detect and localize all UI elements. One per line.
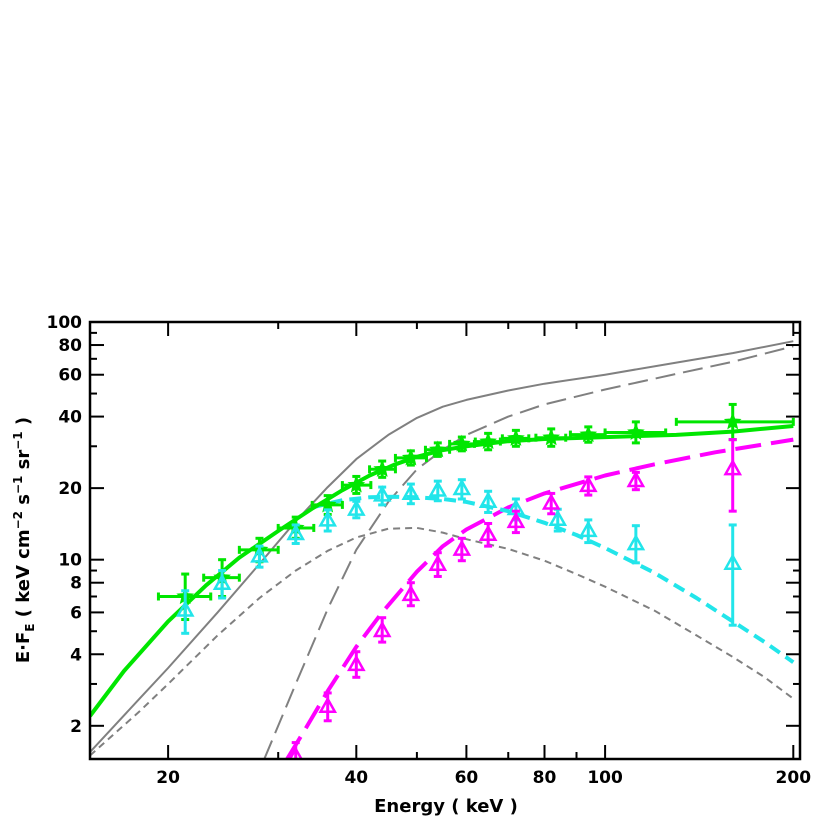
tick-labels: 20 40 60 80 100 200 2 4 6 8 10 20 40 60 80 100 — [47, 313, 812, 788]
y-tick-label: 10 — [58, 551, 82, 571]
magenta-triangle-marker — [626, 470, 646, 488]
cyan-triangle-marker — [723, 553, 743, 570]
cyan-triangle-marker — [286, 523, 306, 541]
green-star-marker — [347, 475, 366, 493]
grey-shortdash-thin-curve — [90, 526, 794, 757]
magenta-triangle-marker — [578, 475, 598, 493]
axis-ticks — [90, 321, 800, 759]
x-tick-label: 20 — [156, 768, 180, 788]
model-curves — [90, 340, 795, 759]
green-star-marker — [373, 459, 392, 477]
magenta-triangle-marker — [541, 493, 561, 510]
x-axis-title: Energy ( keV ) — [374, 796, 518, 817]
y-tick-label: 6 — [70, 603, 82, 623]
magenta-triangle-marker — [452, 539, 472, 556]
y-tick-label: 80 — [58, 336, 82, 356]
green-star-marker — [401, 448, 420, 466]
green-star-marker — [428, 440, 447, 458]
magenta-triangle-marker — [288, 746, 303, 759]
x-tick-label: 100 — [587, 768, 623, 788]
cyan-triangle-marker — [548, 509, 568, 526]
magenta-triangle-marker — [723, 458, 743, 476]
y-tick-label: 100 — [47, 313, 83, 333]
y-axis-title-sub: E — [23, 624, 37, 632]
green-star-marker — [723, 412, 742, 430]
y-axis-title-mid1: s — [13, 494, 34, 511]
cyan-triangle-marker — [250, 546, 269, 563]
green-star-marker — [452, 434, 471, 452]
cyan-triangle-marker — [452, 478, 472, 496]
cyan-triangle-marker — [428, 480, 448, 497]
grey-longdash-thin-curve — [263, 345, 794, 759]
magenta-triangle-marker — [478, 524, 498, 542]
y-tick-label: 20 — [58, 479, 82, 499]
green-star-marker — [507, 428, 525, 446]
cyan-triangle-marker — [175, 600, 195, 617]
cyan-dashed-thick-curve — [311, 494, 795, 664]
plot-frame — [88, 320, 802, 761]
green-star-marker — [579, 425, 598, 443]
magenta-triangle-marker — [506, 511, 526, 529]
magenta-longdash-thick-curve — [285, 437, 794, 759]
x-tick-label: 80 — [533, 768, 557, 788]
y-axis-title: E·FE ( keV cm−2 s−1 sr−1 ) — [11, 417, 37, 663]
cyan-triangle-marker — [578, 520, 598, 538]
y-axis-title-close: ) — [13, 417, 34, 432]
data-points — [156, 402, 795, 759]
cyan-triangle-marker — [401, 483, 421, 501]
x-tick-label: 40 — [344, 768, 368, 788]
cyan-triangle-marker — [212, 573, 232, 591]
y-axis-title-sup3: −1 — [11, 431, 25, 449]
y-tick-label: 8 — [70, 574, 82, 594]
cyan-triangle-marker — [372, 485, 392, 502]
y-tick-label: 60 — [58, 366, 82, 386]
y-axis-title-prefix: E·F — [13, 632, 34, 663]
y-axis-title-mid2: sr — [13, 450, 34, 476]
green-star-marker — [627, 423, 645, 440]
y-axis-title-sup1: −2 — [11, 511, 25, 529]
green-star-marker — [542, 428, 561, 446]
grey-solid-thin-curve — [90, 340, 794, 753]
cyan-triangle-marker — [346, 499, 366, 516]
magenta-triangle-marker — [318, 696, 338, 714]
y-tick-label: 4 — [70, 645, 82, 665]
cyan-triangle-marker — [626, 533, 646, 551]
magenta-triangle-marker — [372, 620, 392, 638]
x-tick-label: 60 — [455, 768, 479, 788]
magenta-triangle-marker — [346, 654, 366, 672]
magenta-triangle-marker — [401, 584, 421, 602]
green-star-marker — [479, 432, 497, 450]
y-tick-label: 40 — [58, 408, 82, 428]
cyan-triangle-marker — [318, 510, 338, 527]
y-tick-label: 2 — [70, 717, 82, 737]
magenta-triangle-marker — [428, 554, 448, 572]
y-axis-title-open: ( keV cm — [13, 529, 34, 623]
y-axis-title-sup2: −1 — [11, 476, 25, 494]
cyan-triangle-marker — [478, 491, 498, 508]
x-tick-label: 200 — [776, 768, 812, 788]
